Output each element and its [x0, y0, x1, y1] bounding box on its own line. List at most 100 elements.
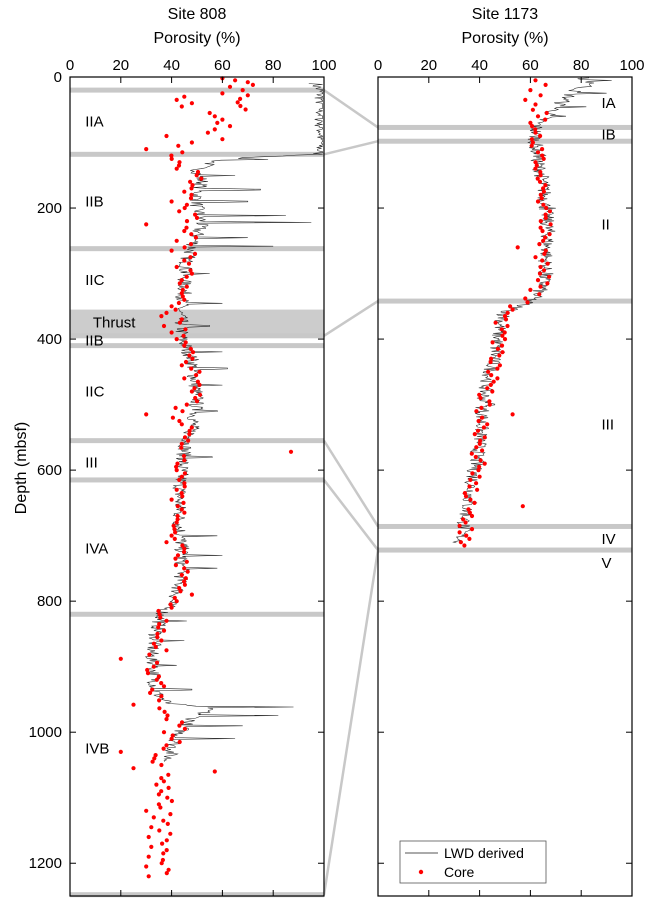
x-tick-label: 0: [66, 57, 74, 74]
core-data-point: [545, 261, 550, 266]
core-data-point: [189, 192, 194, 197]
correlation-line: [323, 479, 379, 551]
core-data-point: [184, 202, 189, 207]
core-data-point: [193, 235, 198, 240]
core-data-point: [505, 310, 510, 315]
core-data-point: [235, 100, 240, 105]
core-data-point: [144, 147, 149, 152]
unit-boundary-band: [378, 523, 632, 529]
core-data-point: [541, 189, 547, 194]
core-data-point: [165, 713, 170, 718]
core-data-point: [495, 376, 500, 381]
core-data-point: [173, 405, 178, 410]
core-data-point: [182, 582, 187, 587]
core-data-point: [187, 353, 192, 358]
core-data-point: [151, 815, 156, 820]
core-data-point: [467, 484, 472, 489]
unit-label: V: [602, 555, 612, 572]
core-data-point: [482, 461, 487, 466]
core-data-point: [177, 281, 182, 286]
core-data-point: [467, 510, 472, 515]
core-data-point: [169, 156, 174, 161]
core-data-point: [182, 510, 187, 515]
core-data-point: [164, 310, 169, 315]
core-data-point: [535, 176, 540, 181]
core-data-point: [478, 458, 483, 463]
core-data-point: [159, 762, 164, 768]
core-data-point: [474, 481, 479, 486]
core-data-point: [543, 183, 548, 188]
core-data-point: [178, 589, 183, 594]
core-data-point: [543, 212, 548, 217]
core-data-point: [537, 242, 542, 247]
core-data-point: [478, 438, 483, 443]
correlation-line: [323, 89, 379, 129]
core-data-point: [479, 415, 485, 420]
core-data-point: [515, 245, 520, 250]
core-data-point: [497, 353, 502, 358]
core-data-point: [489, 373, 494, 378]
core-data-point: [164, 618, 169, 623]
unit-label: IIC: [85, 383, 104, 400]
core-data-point: [548, 222, 553, 227]
core-data-point: [159, 861, 164, 866]
core-data-point: [540, 258, 545, 263]
core-data-point: [182, 546, 187, 551]
unit-boundary-band: [378, 547, 632, 553]
core-data-point: [156, 802, 161, 807]
core-data-point: [541, 202, 546, 207]
core-data-point: [161, 628, 167, 633]
core-data-point: [520, 504, 525, 509]
core-data-point: [538, 219, 543, 224]
core-data-point: [485, 422, 490, 427]
core-data-point: [157, 706, 162, 711]
core-data-point: [158, 805, 163, 810]
core-data-point: [467, 536, 472, 542]
core-data-point: [541, 186, 546, 191]
unit-boundary-band: [70, 438, 324, 444]
core-data-point: [164, 540, 169, 545]
core-data-point: [538, 264, 543, 270]
y-tick-label: 800: [37, 593, 62, 610]
core-data-point: [161, 746, 166, 751]
core-data-point: [534, 163, 539, 168]
core-data-point: [487, 402, 492, 407]
core-data-point: [187, 428, 192, 433]
core-data-point: [525, 300, 530, 305]
core-data-point: [212, 127, 217, 132]
core-data-point: [478, 395, 483, 401]
core-data-point: [148, 690, 153, 696]
core-data-point: [182, 205, 187, 211]
right-panel-xlabel: Porosity (%): [461, 30, 548, 47]
y-tick-label: 600: [37, 462, 62, 479]
core-data-point: [533, 160, 538, 165]
y-tick-label: 200: [37, 200, 62, 217]
core-data-point: [174, 166, 179, 171]
core-data-point: [476, 468, 481, 473]
core-data-point: [529, 143, 534, 148]
unit-boundary-band: [70, 246, 324, 252]
core-data-point: [538, 93, 543, 98]
core-data-point: [179, 363, 184, 368]
core-data-point: [475, 487, 480, 492]
core-data-point: [150, 687, 155, 692]
core-data-point: [183, 359, 189, 365]
core-data-point: [197, 392, 203, 397]
core-data-point: [197, 369, 202, 374]
core-data-point: [169, 330, 174, 335]
unit-boundary-band: [378, 298, 632, 304]
core-data-point: [176, 163, 182, 168]
unit-label: III: [85, 454, 98, 471]
unit-label: Thrust: [93, 315, 136, 332]
core-data-point: [233, 78, 238, 83]
core-data-point: [194, 173, 199, 178]
core-data-point: [477, 441, 482, 446]
core-data-point: [182, 189, 187, 194]
core-data-point: [157, 612, 162, 617]
core-data-point: [179, 441, 184, 446]
plot-frame: [377, 76, 633, 897]
legend-core-swatch: [418, 869, 424, 875]
core-data-point: [171, 523, 176, 528]
core-data-point: [177, 320, 182, 325]
core-data-point: [179, 720, 185, 725]
